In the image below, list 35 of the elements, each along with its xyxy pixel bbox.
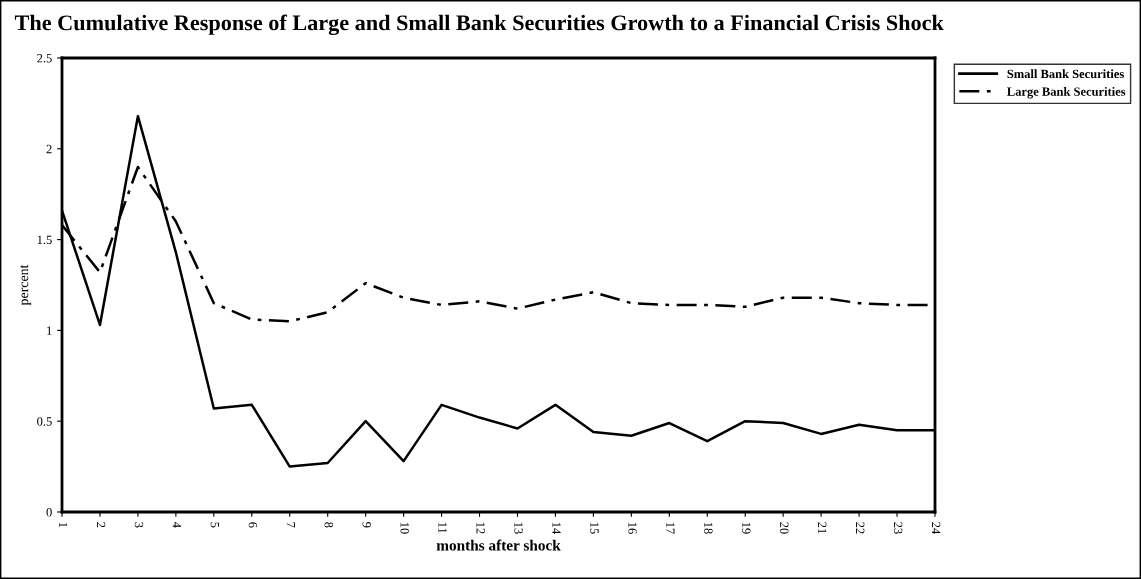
x-tick-label: 20 — [780, 522, 789, 534]
x-tick-label: 12 — [476, 522, 485, 534]
x-tick-label: 23 — [893, 522, 903, 534]
x-tick-label: 4 — [172, 521, 182, 528]
x-tick-label: 13 — [514, 522, 523, 534]
y-tick-label: 0.5 — [37, 417, 52, 426]
y-tick-label: 2 — [46, 144, 52, 154]
x-tick-label: 1 — [58, 522, 68, 528]
x-tick-label: 11 — [438, 522, 447, 533]
chart-title: The Cumulative Response of Large and Small Bank Securities Growth to a Financial Crisis Shock — [14, 14, 944, 36]
y-tick-label: 2.5 — [37, 54, 52, 63]
x-tick-label: 6 — [248, 522, 258, 528]
x-tick-label: 7 — [286, 522, 295, 528]
x-tick-label: 16 — [628, 522, 637, 534]
y-tick-label: 1 — [47, 326, 52, 335]
x-tick-label: 10 — [400, 522, 409, 534]
x-tick-label: 9 — [362, 522, 371, 528]
x-tick-label: 24 — [931, 522, 941, 535]
x-tick-label: 17 — [666, 522, 675, 534]
x-tick-label: 2 — [96, 522, 106, 528]
x-tick-label: 8 — [324, 522, 333, 528]
y-tick-label: 0 — [46, 508, 52, 517]
x-axis-title: months after shock — [436, 539, 561, 551]
x-tick-label: 19 — [742, 522, 751, 534]
y-axis-title: percent — [20, 264, 32, 306]
legend-label: Small Bank Securities — [1007, 69, 1124, 79]
x-tick-label: 22 — [856, 522, 865, 534]
x-tick-label: 15 — [590, 522, 599, 534]
x-tick-label: 14 — [552, 522, 561, 535]
legend-label: Large Bank Securities — [1007, 86, 1126, 99]
x-tick-label: 5 — [210, 522, 220, 528]
x-tick-label: 21 — [818, 522, 827, 534]
x-tick-label: 3 — [134, 522, 144, 528]
y-tick-label: 1.5 — [37, 235, 52, 245]
x-tick-label: 18 — [704, 522, 713, 534]
